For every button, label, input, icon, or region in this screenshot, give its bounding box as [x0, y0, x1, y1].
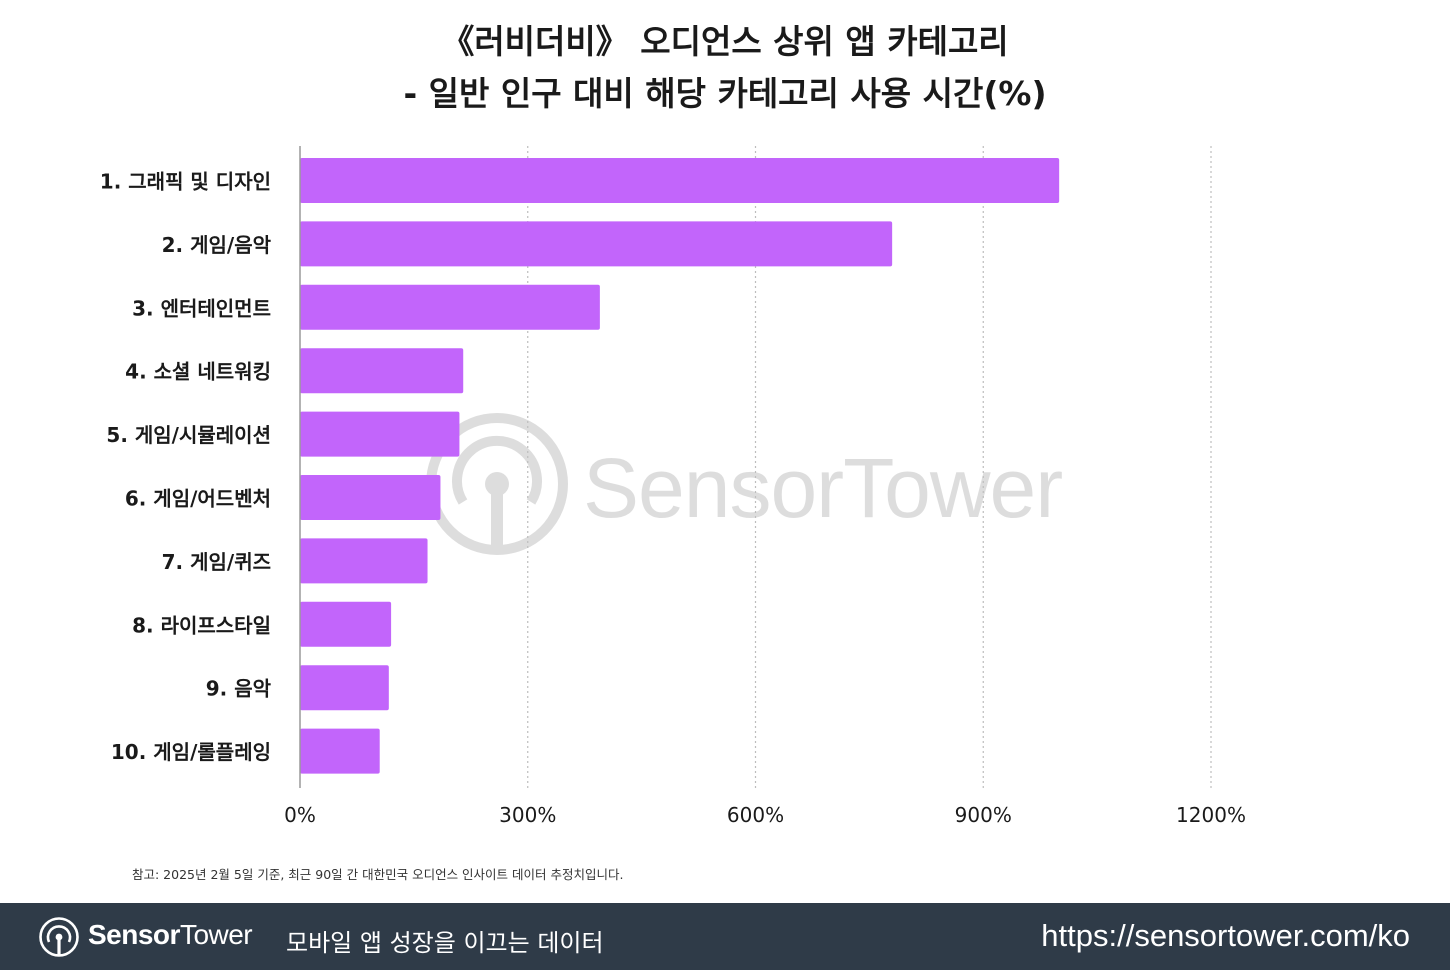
- bar-9: [300, 665, 389, 711]
- footer-logo-text: SensorTower: [88, 919, 253, 950]
- bar-1: [300, 158, 1060, 203]
- bar-7: [300, 538, 428, 584]
- sensortower-logo-icon: [39, 917, 79, 957]
- bar-chart: 1. 그래픽 및 디자인 2. 게임/음악 3. 엔터테인먼트 4. 소셜 네트워킹 5…: [100, 146, 1246, 827]
- bar-5: [300, 411, 460, 457]
- category-label-10: 10. 게임/롤플레잉: [111, 740, 271, 764]
- category-label-5: 5. 게임/시뮬레이션: [106, 423, 271, 447]
- x-tick-label-0: 0%: [284, 803, 316, 827]
- bar-4: [300, 348, 464, 394]
- category-label-4: 4. 소셜 네트워킹: [125, 360, 271, 384]
- category-label-9: 9. 음악: [206, 677, 272, 701]
- category-label-2: 2. 게임/음악: [162, 233, 272, 257]
- bar-10: [300, 728, 380, 774]
- footnote: 참고: 2025년 2월 5일 기준, 최근 90일 간 대한민국 오디언스 인…: [132, 867, 624, 882]
- bar-8: [300, 601, 392, 647]
- bar-3: [300, 284, 600, 330]
- footer-tagline: 모바일 앱 성장을 이끄는 데이터: [286, 929, 604, 957]
- category-label-7: 7. 게임/퀴즈: [162, 550, 271, 574]
- x-tick-label-1: 300%: [499, 803, 556, 827]
- category-label-3: 3. 엔터테인먼트: [132, 296, 271, 320]
- x-tick-label-4: 1200%: [1176, 803, 1246, 827]
- bar-2: [300, 221, 893, 267]
- chart-title-line2: - 일반 인구 대비 해당 카테고리 사용 시간(%): [403, 74, 1047, 113]
- category-label-6: 6. 게임/어드벤처: [125, 487, 271, 511]
- chart-title-line1: 《러비더비》 오디언스 상위 앱 카테고리: [441, 22, 1009, 61]
- footer-bar: SensorTower 모바일 앱 성장을 이끄는 데이터 https://se…: [0, 903, 1450, 970]
- category-label-1: 1. 그래픽 및 디자인: [100, 170, 271, 194]
- bar-6: [300, 475, 441, 520]
- x-tick-label-2: 600%: [727, 803, 784, 827]
- footer-url-link[interactable]: https://sensortower.com/ko: [1041, 918, 1410, 953]
- category-label-8: 8. 라이프스타일: [132, 613, 271, 637]
- x-tick-label-3: 900%: [955, 803, 1012, 827]
